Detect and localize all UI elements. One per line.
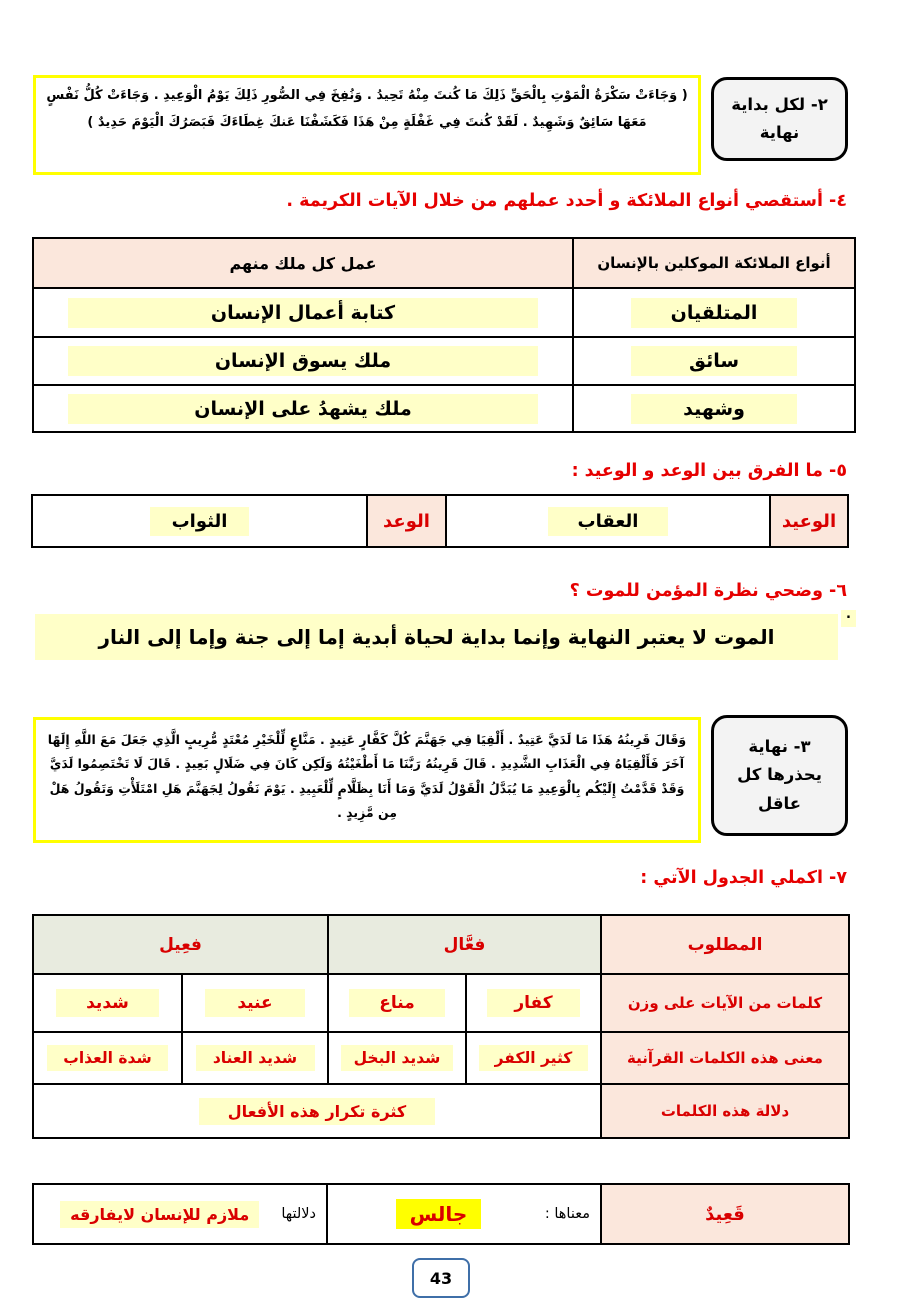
faeel-header: فعِيل [32, 914, 329, 975]
highlighted-answer: المتلقيان [631, 297, 797, 328]
quran-verse-text-1: ( وَجَاءَتْ سَكْرَةُ الْمَوْتِ بِالْحَقِ… [46, 88, 688, 131]
significance-cell: كثرة تكرار هذه الأفعال [32, 1083, 602, 1139]
angel-work-cell: ملك يسوق الإنسان [32, 336, 574, 386]
highlighted-answer: شديد البخل [340, 1045, 454, 1071]
angel-work-cell: كتابة أعمال الإنسان [32, 287, 574, 338]
page-number-box: 43 [412, 1258, 470, 1298]
highlighted-answer: ملك يسوق الإنسان [68, 346, 538, 376]
topic-label-3-box: ٣- نهاية يحذرها كل عاقل [711, 715, 848, 836]
significance-answer: ملازم للإنسان لايفارقه [60, 1200, 260, 1228]
quran-verse-text-2: وَقَالَ قَرِينُهُ هَذَا مَا لَدَيَّ عَتِ… [47, 732, 687, 821]
qaeed-meaning-cell: معناها : جالس [326, 1183, 602, 1245]
quran-verse-box-2: وَقَالَ قَرِينُهُ هَذَا مَا لَدَيَّ عَتِ… [33, 717, 701, 843]
meaning-cell: شديد العناد [181, 1031, 329, 1085]
table-row: معنى هذه الكلمات القرآنية كثير الكفر شدي… [32, 1031, 850, 1085]
qaeed-word-cell: قَعِيدٌ [600, 1183, 850, 1245]
page-number: 43 [429, 1268, 453, 1288]
highlighted-answer: شديد [56, 989, 159, 1017]
waeed-label-cell: الوعيد [769, 494, 849, 548]
quran-verse-box-1: ( وَجَاءَتْ سَكْرَةُ الْمَوْتِ بِالْحَقِ… [33, 75, 701, 175]
highlighted-answer: سائق [631, 346, 797, 376]
significance-row-label: دلالة هذه الكلمات [600, 1083, 850, 1139]
meaning-cell: شديد البخل [327, 1031, 467, 1085]
table-row: وشهيد ملك يشهدُ على الإنسان [32, 384, 856, 433]
angel-work-cell: ملك يشهدُ على الإنسان [32, 384, 574, 433]
faal-header: فعَّال [327, 914, 602, 975]
highlighted-answer: ملك يشهدُ على الإنسان [68, 393, 538, 424]
highlighted-answer: عنيد [204, 989, 306, 1017]
angel-type-cell: سائق [572, 336, 856, 386]
qaeed-table: قَعِيدٌ معناها : جالس دلالتها ملازم للإن… [32, 1183, 850, 1245]
highlighted-answer: العقاب [547, 506, 669, 536]
meaning-cell: كثير الكفر [465, 1031, 602, 1085]
waad-answer-cell: الثواب [31, 494, 368, 548]
table-row: كلمات من الآيات على وزن كفار مناع عنيد ش… [32, 973, 850, 1033]
meaning-answer: جالس [395, 1199, 482, 1229]
promise-threat-table: الوعيد العقاب الوعد الثواب [31, 494, 849, 548]
angel-types-header: أنواع الملائكة الموكلين بالإنسان [572, 237, 856, 289]
word-forms-table: المطلوب فعَّال فعِيل كلمات من الآيات على… [32, 914, 850, 1139]
word-cell: شديد [32, 973, 183, 1033]
highlighted-answer: الثواب [150, 506, 249, 536]
highlighted-answer: كثرة تكرار هذه الأفعال [198, 1097, 436, 1125]
question-4-heading: ٤- أستقصي أنواع الملائكة و أحدد عملهم من… [286, 191, 847, 211]
meaning-row-label: معنى هذه الكلمات القرآنية [600, 1031, 850, 1085]
meaning-label: معناها : [544, 1206, 590, 1222]
angel-type-cell: المتلقيان [572, 287, 856, 338]
table-row: دلالة هذه الكلمات كثرة تكرار هذه الأفعال [32, 1083, 850, 1139]
angel-type-cell: وشهيد [572, 384, 856, 433]
question-6-answer: الموت لا يعتبر النهاية وإنما بداية لحياة… [35, 614, 838, 660]
matloob-header: المطلوب [600, 914, 850, 975]
table-row: المتلقيان كتابة أعمال الإنسان [32, 287, 856, 338]
angel-work-header: عمل كل ملك منهم [32, 237, 574, 289]
topic-label-2-box: ٢- لكل بداية نهاية [711, 77, 848, 161]
qaeed-significance-cell: دلالتها ملازم للإنسان لايفارقه [32, 1183, 328, 1245]
highlighted-answer: وشهيد [631, 393, 797, 424]
question-6-heading: ٦- وضحي نظرة المؤمن للموت ؟ [569, 581, 847, 601]
topic-label-3: ٣- نهاية يحذرها كل عاقل [737, 737, 822, 813]
highlighted-answer: شدة العذاب [46, 1045, 169, 1071]
table-row: سائق ملك يسوق الإنسان [32, 336, 856, 386]
highlighted-answer: مناع [349, 989, 445, 1017]
word-cell: عنيد [181, 973, 329, 1033]
highlighted-answer: كثير الكفر [478, 1045, 589, 1071]
question-6-answer-mark: . [841, 608, 856, 627]
word-cell: مناع [327, 973, 467, 1033]
meaning-cell: شدة العذاب [32, 1031, 183, 1085]
significance-label: دلالتها [281, 1206, 316, 1222]
topic-label-2: ٢- لكل بداية نهاية [731, 94, 828, 142]
waeed-answer-cell: العقاب [445, 494, 771, 548]
highlighted-answer: كتابة أعمال الإنسان [68, 297, 538, 328]
highlighted-answer: كفار [487, 989, 580, 1017]
angels-table: أنواع الملائكة الموكلين بالإنسان عمل كل … [32, 237, 856, 433]
question-7-heading: ٧- اكملي الجدول الآتي : [640, 868, 847, 888]
words-row-label: كلمات من الآيات على وزن [600, 973, 850, 1033]
question-5-heading: ٥- ما الفرق بين الوعد و الوعيد : [571, 461, 847, 481]
highlighted-answer: شديد العناد [195, 1045, 315, 1071]
word-cell: كفار [465, 973, 602, 1033]
waad-label-cell: الوعد [366, 494, 447, 548]
